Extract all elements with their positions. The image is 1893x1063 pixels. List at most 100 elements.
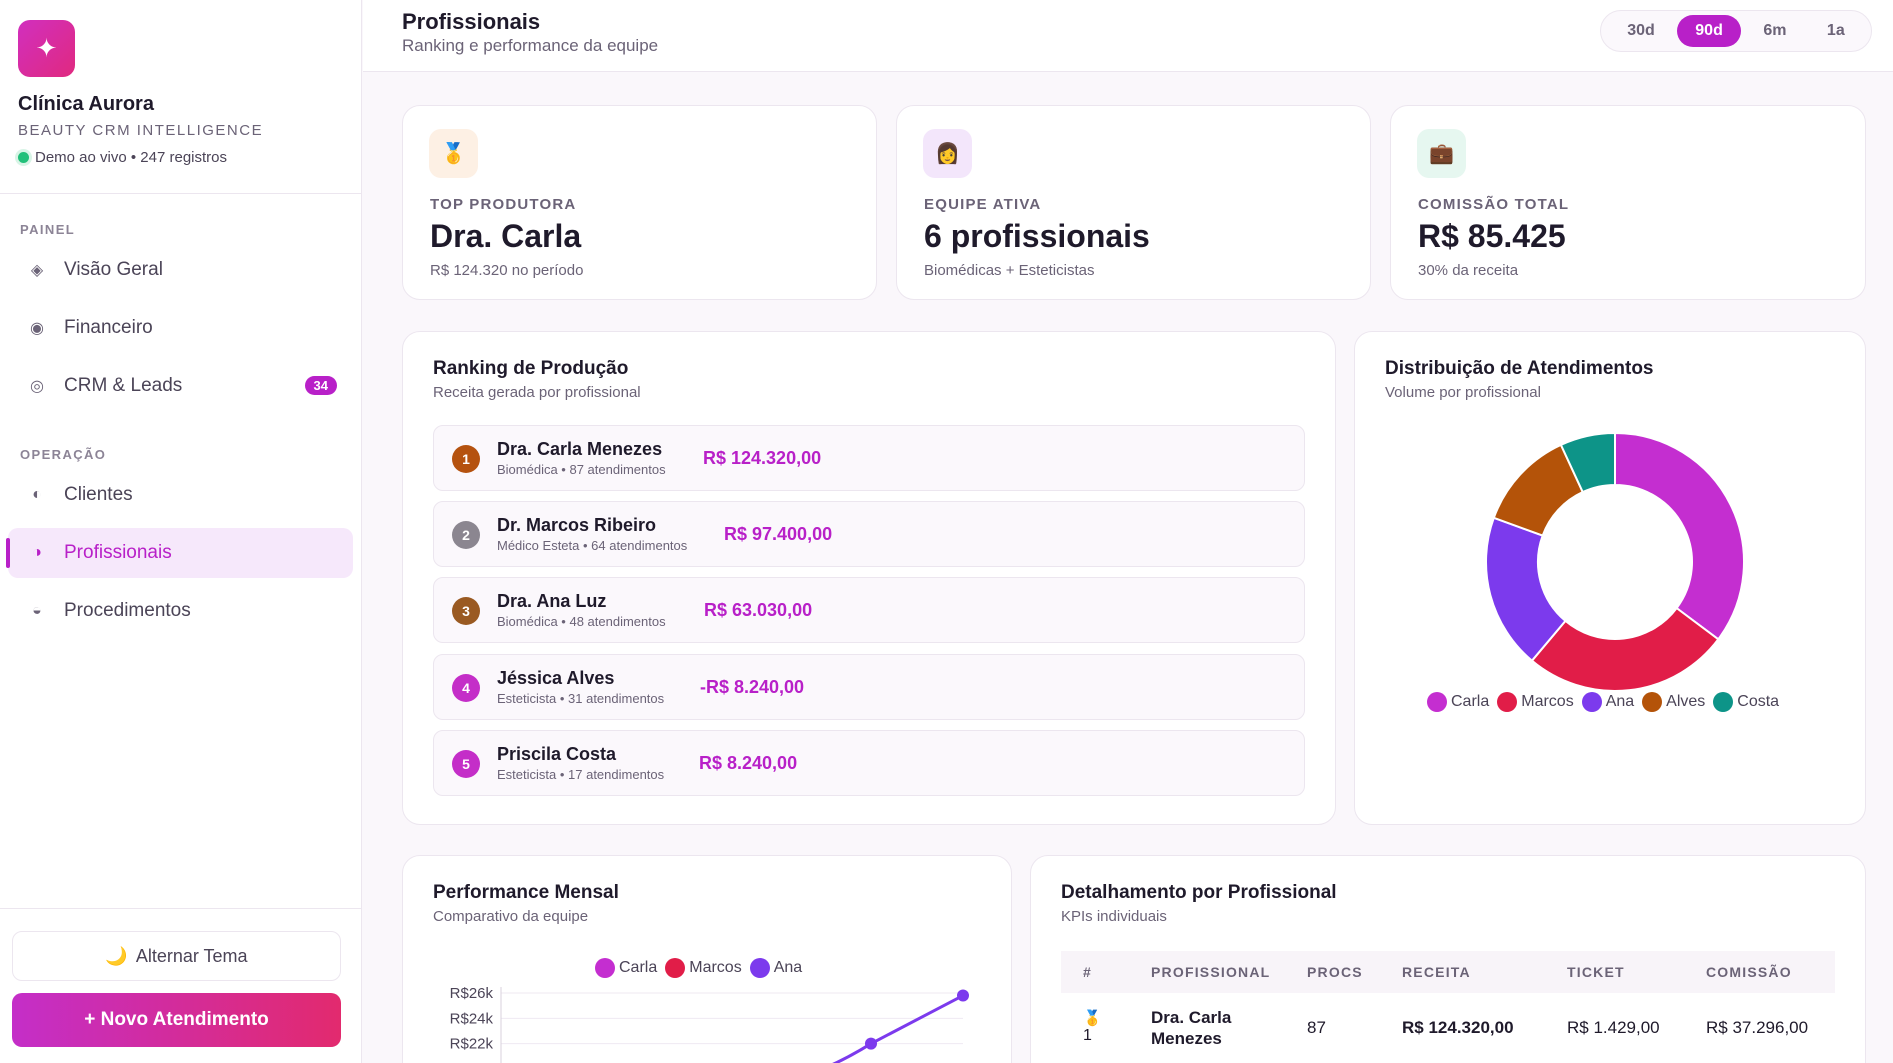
series-line-ana [832, 994, 964, 1063]
column-header[interactable]: TICKET [1567, 964, 1625, 980]
professional-meta: Biomédica • 48 atendimentos [497, 614, 666, 629]
legend-swatch [1581, 692, 1602, 712]
legend-item-carla[interactable]: Carla [595, 958, 657, 978]
brand-subtitle: BEAUTY CRM INTELLIGENCE [18, 122, 264, 139]
kpi-card-top-produtora: 🥇 TOP PRODUTORA Dra. Carla R$ 124.320 no… [402, 105, 877, 300]
brand-name: Clínica Aurora [18, 93, 154, 115]
data-point-ana[interactable] [957, 989, 969, 1002]
professional-meta: Médico Esteta • 64 atendimentos [497, 538, 688, 553]
toggle-theme-button[interactable]: 🌙 Alternar Tema [12, 931, 341, 981]
page-subtitle: Ranking e performance da equipe [402, 36, 659, 55]
professional-revenue: R$ 124.320,00 [703, 448, 822, 468]
professional-name: Priscila Costa [497, 744, 617, 764]
table-header-row: # PROFISSIONAL PROCS RECEITA TICKET COMI… [1061, 951, 1835, 993]
legend-label: Costa [1737, 693, 1780, 710]
receita-cell: R$ 124.320,00 [1380, 993, 1545, 1063]
donut-slice-carla[interactable] [1614, 431, 1745, 641]
target-icon: ◎ [30, 378, 44, 395]
status-dot-icon [18, 152, 29, 163]
ranking-row[interactable]: 3 Dra. Ana Luz Biomédica • 48 atendiment… [433, 577, 1305, 643]
y-tick-label: R$22k [450, 1036, 494, 1053]
sidebar-item-label: Clientes [64, 484, 133, 505]
legend-swatch [749, 958, 770, 978]
professional-name: Dr. Marcos Ribeiro [497, 515, 657, 535]
sidebar-item-label: Profissionais [64, 542, 172, 563]
kpi-card-comissao-total: 💼 COMISSÃO TOTAL R$ 85.425 30% da receit… [1390, 105, 1866, 300]
professional-revenue: R$ 8.240,00 [699, 753, 798, 773]
comissao-cell: R$ 37.296,00 [1684, 993, 1835, 1063]
ranking-row[interactable]: 1 Dra. Carla Menezes Biomédica • 87 aten… [433, 425, 1305, 491]
donut-slice-marcos[interactable] [1530, 606, 1720, 692]
donut-slice-costa[interactable] [1559, 431, 1616, 494]
column-header[interactable]: # [1083, 964, 1092, 980]
rank-number: 1 [1083, 1026, 1092, 1044]
kpi-value: R$ 85.425 [1418, 218, 1566, 254]
data-point-ana[interactable] [865, 1037, 877, 1050]
legend-label: Alves [1666, 693, 1706, 710]
column-header[interactable]: PROFISSIONAL [1151, 964, 1271, 980]
kpi-sub: 30% da receita [1418, 262, 1519, 279]
professional-name: Dra. Carla Menezes [497, 439, 663, 459]
new-appointment-button[interactable]: + Novo Atendimento [12, 993, 341, 1047]
ranking-subtitle: Receita gerada por profissional [433, 384, 641, 401]
legend-item-marcos[interactable]: Marcos [665, 958, 742, 978]
ranking-row[interactable]: 5 Priscila Costa Esteticista • 17 atendi… [433, 730, 1305, 796]
legend-swatch [1427, 692, 1447, 712]
page-title: Profissionais [402, 9, 541, 34]
legend-swatch [1497, 692, 1518, 712]
period-1a-button[interactable]: 1a [1826, 22, 1845, 39]
column-header[interactable]: PROCS [1307, 964, 1363, 980]
performance-card: Performance Mensal Comparativo da equipe… [402, 855, 1012, 1063]
nav-section-operacao: OPERAÇÃO [20, 447, 107, 462]
y-tick-label: R$20k [450, 1061, 494, 1063]
legend-label: Marcos [1521, 693, 1574, 710]
period-30d-button[interactable]: 30d [1627, 22, 1655, 39]
sidebar-item-clientes[interactable]: ◐ Clientes [8, 470, 353, 520]
legend-label: Marcos [689, 959, 742, 976]
sidebar-item-label: Visão Geral [64, 259, 163, 280]
diamond-icon: ◈ [30, 262, 44, 279]
sidebar-item-crm-leads[interactable]: ◎ CRM & Leads 34 [8, 361, 353, 411]
legend-item-alves[interactable]: Alves [1642, 692, 1705, 712]
leads-count-badge: 34 [304, 376, 337, 395]
y-tick-label: R$24k [450, 1010, 494, 1027]
ranking-row[interactable]: 2 Dr. Marcos Ribeiro Médico Esteta • 64 … [433, 501, 1305, 567]
period-6m-button[interactable]: 6m [1763, 22, 1787, 39]
sidebar-item-label: Procedimentos [64, 600, 191, 621]
professional-name: Dra. Ana Luz [497, 591, 607, 611]
legend-swatch [1713, 692, 1734, 712]
sidebar-item-profissionais[interactable]: ◑ Profissionais [6, 528, 353, 578]
column-header[interactable]: RECEITA [1402, 964, 1471, 980]
professional-name: Jéssica Alves [497, 668, 615, 688]
column-header[interactable]: COMISSÃO [1706, 964, 1792, 980]
professional-meta: Esteticista • 17 atendimentos [497, 767, 665, 782]
half-circle-icon: ◑ [32, 544, 42, 561]
donut-chart [1485, 431, 1745, 692]
rank-number: 4 [452, 674, 480, 702]
new-appointment-label: + Novo Atendimento [84, 1009, 269, 1030]
briefcase-icon: 💼 [1417, 129, 1466, 178]
kpi-label: COMISSÃO TOTAL [1418, 196, 1570, 213]
line-legend: Carla Marcos Ana [595, 958, 802, 978]
sidebar-item-procedimentos[interactable]: ◒ Procedimentos [8, 586, 353, 636]
legend-item-ana[interactable]: Ana [749, 958, 803, 978]
details-card: Detalhamento por Profissional KPIs indiv… [1030, 855, 1866, 1063]
legend-label: Ana [773, 959, 803, 976]
ranking-row[interactable]: 4 Jéssica Alves Esteticista • 31 atendim… [433, 654, 1305, 720]
legend-swatch [595, 958, 615, 978]
details-table: # PROFISSIONAL PROCS RECEITA TICKET COMI… [1061, 951, 1835, 1063]
legend-item-costa[interactable]: Costa [1713, 692, 1779, 712]
sidebar-item-financeiro[interactable]: ◉ Financeiro [8, 303, 353, 353]
legend-label: Carla [1451, 693, 1490, 710]
legend-item-carla[interactable]: Carla [1427, 692, 1489, 712]
brand-status: Demo ao vivo • 247 registros [18, 149, 343, 166]
sidebar-item-visao-geral[interactable]: ◈ Visão Geral [8, 245, 353, 295]
period-90d-button[interactable]: 90d [1677, 15, 1741, 47]
sparkle-icon: ✦ [18, 20, 75, 77]
legend-item-ana[interactable]: Ana [1581, 692, 1634, 712]
moon-icon: 🌙 [105, 945, 128, 966]
table-row[interactable]: 🥇 1 Dra. Carla Menezes 87 R$ 124.320,00 … [1061, 993, 1835, 1063]
page-header: Profissionais Ranking e performance da e… [363, 0, 1893, 72]
details-subtitle: KPIs individuais [1061, 908, 1167, 925]
legend-item-marcos[interactable]: Marcos [1497, 692, 1574, 712]
